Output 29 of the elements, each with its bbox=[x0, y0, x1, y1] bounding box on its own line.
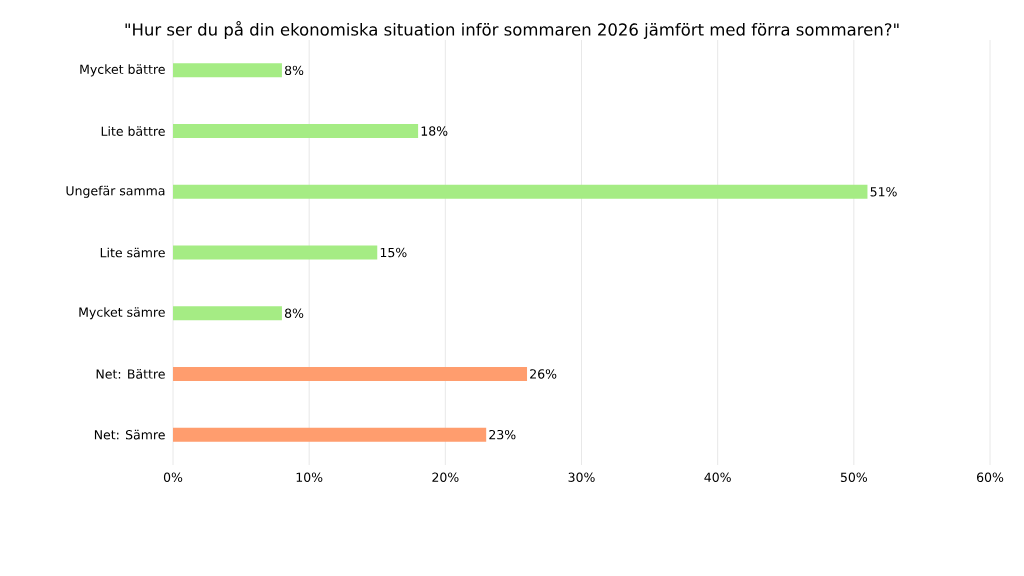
y-tick-label: Lite sämre bbox=[100, 247, 165, 258]
bar bbox=[173, 63, 282, 78]
data-label: 8% bbox=[284, 65, 304, 76]
data-label: 18% bbox=[421, 126, 448, 136]
x-tick-label: 50% bbox=[840, 472, 868, 482]
x-tick-label: 0% bbox=[163, 472, 183, 482]
bar bbox=[173, 427, 487, 442]
y-tick-label: Lite bättre bbox=[101, 126, 165, 136]
bar bbox=[173, 124, 419, 139]
chart-title: "Hur ser du på din ekonomiska situation inför sommaren 2026 jämfört med förra sommaren?" bbox=[125, 21, 899, 39]
data-label: 51% bbox=[870, 187, 897, 197]
y-tick-label: Net: Sämre bbox=[94, 429, 165, 440]
bar bbox=[173, 306, 282, 321]
y-tick-label: Net: Bättre bbox=[96, 369, 165, 379]
x-tick-label: 60% bbox=[976, 472, 1004, 482]
data-label: 8% bbox=[284, 308, 304, 318]
x-tick-label: 10% bbox=[296, 472, 323, 482]
x-tick-label: 30% bbox=[568, 472, 595, 482]
data-label: 26% bbox=[530, 369, 557, 379]
bar bbox=[173, 366, 528, 381]
data-label: 15% bbox=[380, 247, 407, 258]
y-tick-label: Mycket bättre bbox=[80, 64, 165, 77]
y-tick-label: Ungefär samma bbox=[66, 185, 165, 198]
bar bbox=[173, 245, 378, 260]
x-tick-label: 20% bbox=[432, 472, 459, 482]
data-label: 23% bbox=[489, 429, 516, 440]
y-tick-label: Mycket sämre bbox=[79, 307, 165, 320]
x-tick-label: 40% bbox=[704, 472, 731, 482]
bar bbox=[173, 184, 868, 199]
